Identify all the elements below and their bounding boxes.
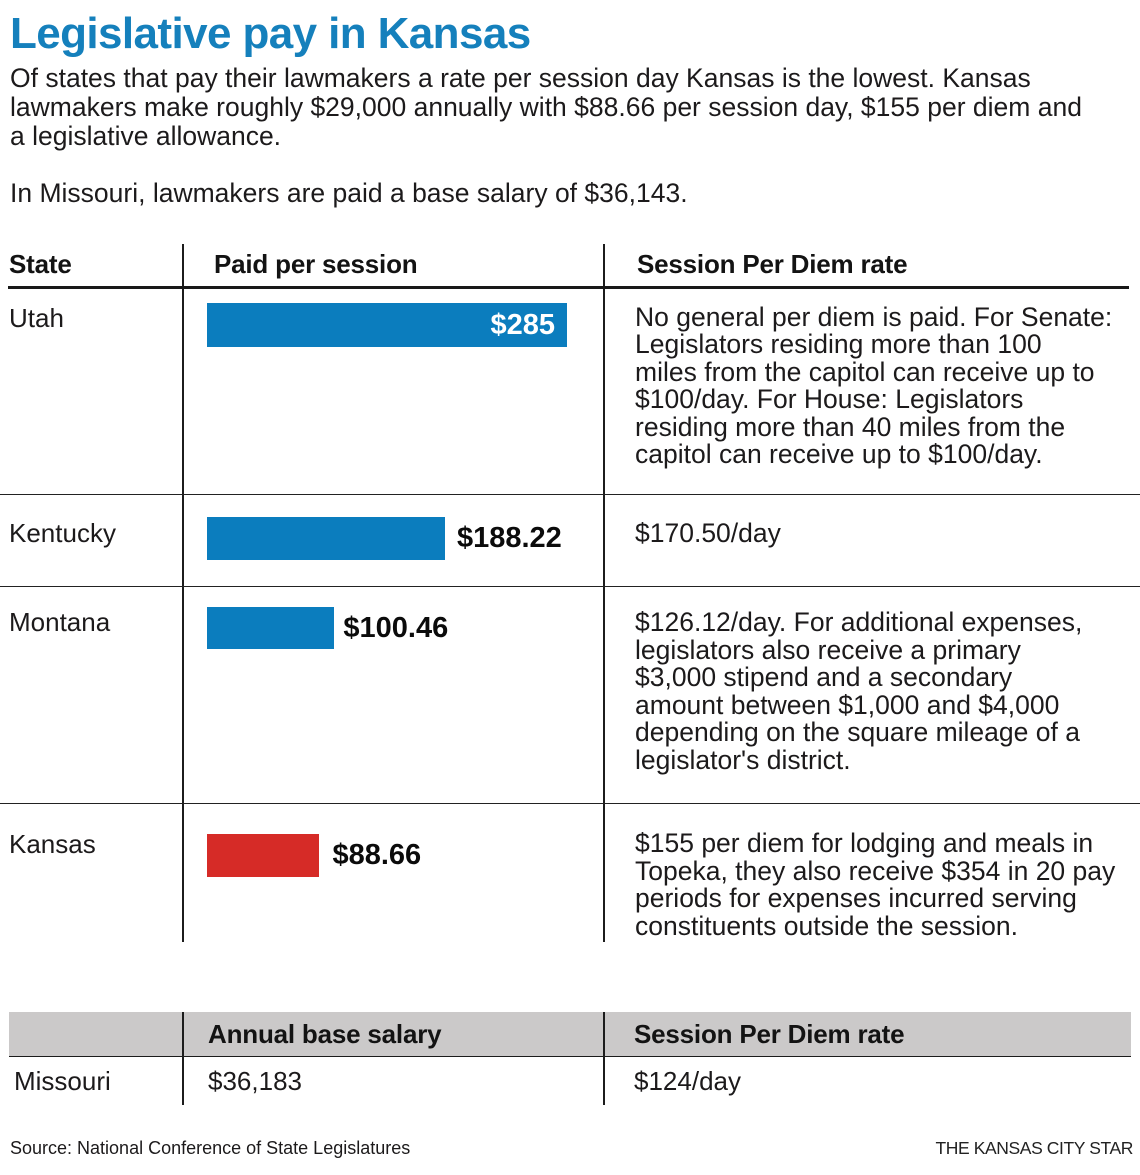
column-header-per-diem-rate: Session Per Diem rate [637, 249, 908, 279]
bar-value-label: $188.22 [456, 522, 562, 554]
per-diem-text: No general per diem is paid. For Senate:… [635, 301, 1113, 470]
state-label: Missouri [14, 1065, 111, 1096]
missouri-column-divider-1 [182, 1012, 184, 1105]
missouri-table: Annual base salary Session Per Diem rate… [0, 1012, 1140, 1105]
bar [207, 517, 445, 560]
annual-base-salary-value: $36,183 [208, 1065, 302, 1096]
publication-credit: THE KANSAS CITY STAR [935, 1138, 1133, 1159]
per-diem-text: $126.12/day. For additional expenses, le… [635, 607, 1083, 775]
missouri-column-divider-2 [603, 1012, 605, 1105]
column-header-paid-per-session: Paid per session [214, 249, 418, 279]
state-label: Kentucky [9, 518, 116, 548]
bar-value-label: $285 [490, 309, 555, 342]
table-body: Utah $285 No general per diem is paid. F… [0, 290, 1140, 943]
column-header-annual-base-salary: Annual base salary [208, 1019, 442, 1049]
state-label: Utah [9, 302, 64, 333]
page-title: Legislative pay in Kansas [10, 9, 531, 58]
state-label: Kansas [9, 828, 96, 859]
bar: $285 [207, 303, 567, 348]
table-row: Kansas $88.66 $155 per diem for lodging … [0, 804, 1140, 943]
bar [207, 833, 319, 877]
per-session-table: State Paid per session Session Per Diem … [0, 244, 1140, 942]
column-divider-1 [182, 244, 184, 942]
column-header-state: State [9, 249, 72, 279]
header-rule [8, 286, 1129, 290]
intro-paragraph: Of states that pay their lawmakers a rat… [10, 63, 1082, 151]
per-diem-value: $124/day [634, 1065, 741, 1096]
bar [207, 607, 334, 649]
per-diem-text: $155 per diem for lodging and meals in T… [635, 828, 1116, 941]
missouri-note: In Missouri, lawmakers are paid a base s… [10, 178, 688, 208]
table-row: Kentucky $188.22 $170.50/day [0, 495, 1140, 587]
bar-value-label: $100.46 [343, 612, 449, 644]
table-row: Montana $100.46 $126.12/day. For additio… [0, 587, 1140, 804]
per-diem-text: $170.50/day [635, 518, 781, 549]
table-row: Utah $285 No general per diem is paid. F… [0, 290, 1140, 495]
bar-value-label: $88.66 [332, 838, 422, 871]
missouri-header-band [9, 1012, 1131, 1057]
source-line: Source: National Conference of State Leg… [10, 1137, 411, 1158]
state-label: Montana [9, 607, 111, 638]
column-divider-2 [603, 244, 605, 942]
column-header-per-diem-rate: Session Per Diem rate [634, 1019, 905, 1049]
